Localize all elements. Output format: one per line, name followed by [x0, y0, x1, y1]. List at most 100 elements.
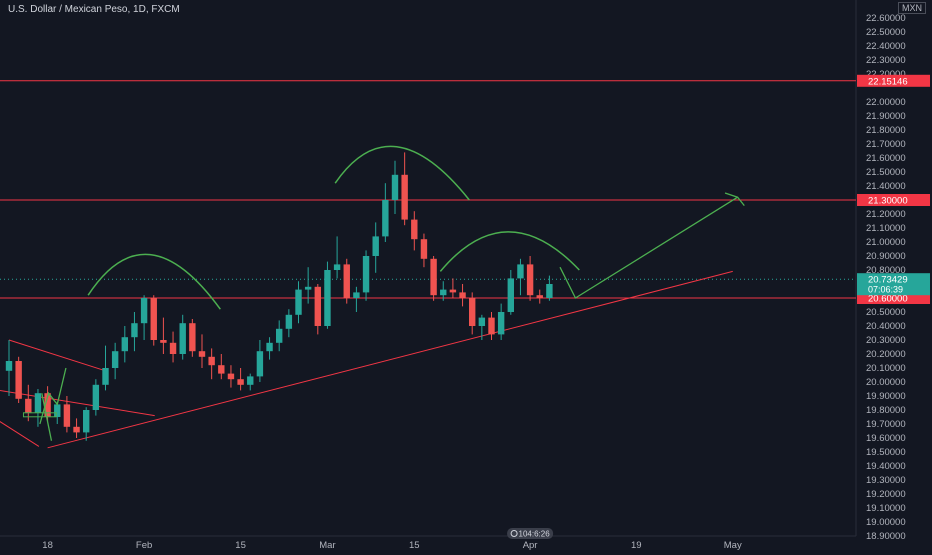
current-price-badge-bg — [857, 273, 930, 296]
candle-up — [179, 314, 186, 360]
candle-body — [333, 264, 341, 270]
y-tick-label: 22.50000 — [866, 27, 906, 38]
y-tick-label: 21.20000 — [866, 209, 906, 220]
candle-down — [198, 334, 206, 368]
candle-up — [285, 309, 293, 338]
candle-up — [111, 342, 119, 380]
candle-up — [247, 373, 254, 391]
candle-body — [304, 286, 312, 290]
candle-body — [343, 264, 350, 298]
projection-path — [559, 196, 738, 299]
bottom-badge-bg — [507, 528, 554, 539]
candle-body — [430, 258, 437, 296]
candle-body — [507, 278, 514, 312]
y-tick-label: 22.40000 — [866, 41, 906, 52]
candle-body — [276, 328, 283, 343]
candle-body — [411, 219, 418, 240]
candle-down — [430, 256, 437, 301]
y-tick-label: 19.50000 — [866, 447, 906, 458]
y-tick-label: 21.00000 — [866, 237, 906, 248]
candle-body — [391, 174, 399, 200]
candle-body — [83, 410, 90, 433]
candle-down — [469, 292, 476, 335]
candle-up — [276, 320, 283, 352]
candle-up — [83, 407, 90, 441]
x-tick-label: 18 — [42, 540, 53, 550]
candle-body — [15, 361, 22, 399]
candle-body — [546, 284, 553, 298]
candle-body — [401, 174, 408, 220]
candle-body — [459, 292, 466, 298]
candle-body — [536, 295, 543, 298]
candle-down — [237, 368, 244, 391]
candle-body — [121, 337, 128, 352]
bottom-time-badge: 104:6:26 — [507, 528, 554, 539]
candle-body — [497, 312, 505, 335]
currency-label[interactable]: MXN — [898, 2, 926, 14]
candle-down — [314, 284, 321, 335]
candle-body — [295, 289, 302, 315]
y-tick-label: 21.70000 — [866, 139, 906, 150]
wedge-upper-line — [8, 339, 106, 372]
candle-body — [227, 373, 235, 380]
y-tick-label: 21.10000 — [866, 223, 906, 234]
candle-down — [449, 278, 457, 298]
candle-down — [459, 284, 466, 307]
y-tick-label: 19.60000 — [866, 433, 906, 444]
y-tick-label: 21.50000 — [866, 167, 906, 178]
candle-up — [266, 337, 273, 360]
wedge-lower-line — [0, 421, 40, 447]
y-tick-label: 19.70000 — [866, 419, 906, 430]
candle-down — [169, 331, 177, 363]
projection-arrowhead — [724, 192, 745, 207]
y-tick-label: 22.60000 — [866, 13, 906, 24]
candle-body — [353, 292, 360, 298]
candle-up — [295, 281, 302, 324]
candle-up — [256, 340, 264, 382]
y-tick-label: 20.10000 — [866, 363, 906, 374]
candle-up — [121, 326, 128, 363]
y-tick-label: 20.00000 — [866, 377, 906, 388]
candle-body — [382, 200, 389, 237]
y-tick-label: 20.80000 — [866, 265, 906, 276]
candle-up — [102, 345, 109, 391]
candle-body — [237, 379, 244, 385]
x-tick-label: 15 — [235, 540, 246, 550]
y-tick-label: 21.90000 — [866, 111, 906, 122]
candle-up — [304, 267, 312, 304]
candle-body — [526, 264, 534, 296]
y-tick-label: 19.80000 — [866, 405, 906, 416]
x-tick-label: 19 — [631, 540, 642, 550]
candle-up — [382, 183, 389, 242]
bottom-badge-label: 104:6:26 — [519, 530, 551, 539]
candle-up — [324, 261, 331, 329]
candle-body — [63, 404, 71, 427]
candle-body — [285, 314, 293, 329]
candle-body — [44, 393, 51, 417]
candle-down — [189, 319, 196, 357]
candle-down — [227, 365, 235, 388]
candle-up — [497, 303, 505, 340]
y-tick-label: 21.40000 — [866, 181, 906, 192]
candle-body — [440, 289, 447, 296]
candle-body — [362, 256, 370, 293]
x-tick-label: Mar — [319, 540, 335, 550]
y-tick-label: 20.20000 — [866, 349, 906, 360]
candle-body — [102, 368, 109, 385]
candle-up — [440, 281, 447, 301]
candle-body — [517, 264, 524, 279]
candle-body — [25, 398, 32, 413]
candle-body — [73, 426, 80, 433]
y-tick-label: 19.10000 — [866, 503, 906, 514]
candle-down — [526, 256, 534, 301]
candle-up — [517, 258, 524, 296]
y-tick-label: 19.00000 — [866, 517, 906, 528]
candle-up — [92, 379, 100, 416]
zigzag-arrow-up — [39, 367, 67, 425]
level-badge-label: 21.30000 — [868, 196, 908, 207]
head-arc — [334, 145, 470, 201]
candle-body — [34, 393, 42, 413]
